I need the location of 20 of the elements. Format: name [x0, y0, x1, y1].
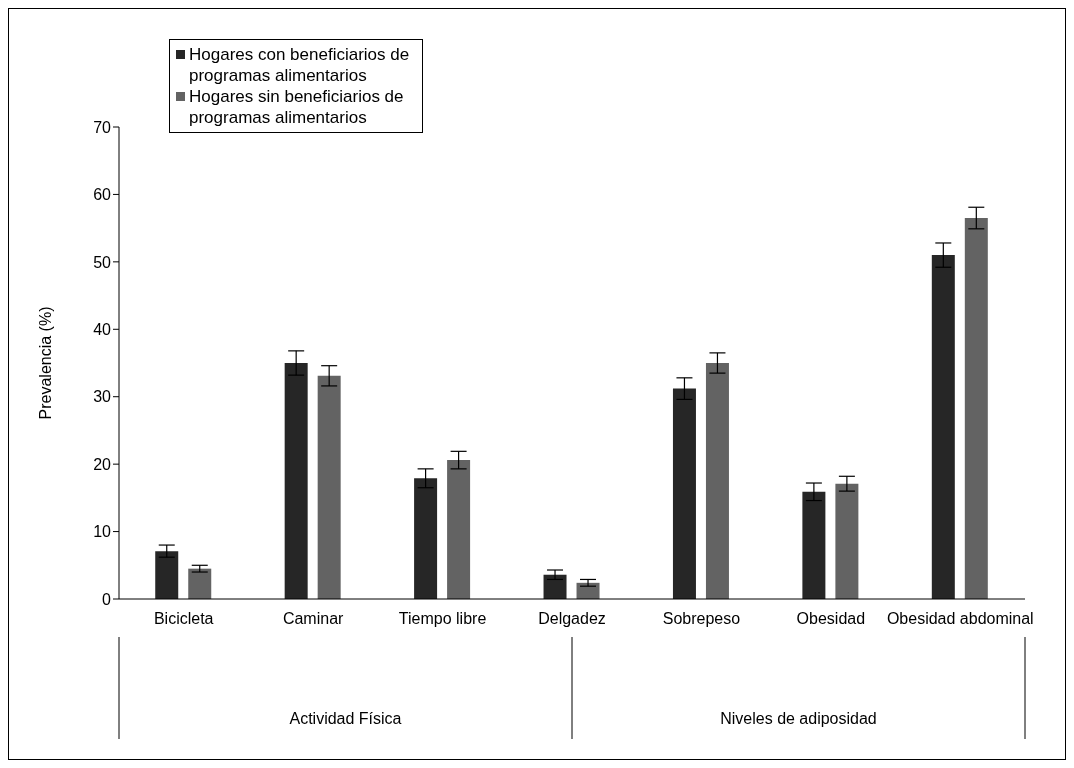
- x-tick-label: Obesidad abdominal: [886, 610, 1034, 628]
- y-axis-title: Prevalencia (%): [36, 306, 54, 420]
- x-tick-label: Sobrepeso: [662, 610, 741, 628]
- y-tick-label: 50: [93, 253, 112, 271]
- legend-label: Hogares con beneficiarios de programas alimentarios: [189, 44, 411, 86]
- y-tick-label: 30: [93, 388, 112, 406]
- y-tick-label: 10: [93, 523, 112, 541]
- x-tick-label: Bicicleta: [153, 610, 214, 628]
- x-tick-label: Caminar: [282, 610, 345, 628]
- x-tick-label: Tiempo libre: [398, 610, 487, 628]
- text: Niveles de adiposidad: [720, 710, 877, 727]
- y-tick-label: 70: [93, 118, 112, 136]
- text: Actividad Física: [289, 710, 402, 727]
- legend-label: Hogares sin beneficiarios de programas alimentarios: [189, 86, 405, 128]
- y-tick-label: 60: [93, 186, 112, 204]
- x-tick-label: Delgadez: [538, 610, 606, 628]
- y-tick-label: 40: [93, 320, 112, 338]
- x-tick-label: Obesidad: [796, 610, 866, 628]
- y-tick-label: 20: [93, 455, 112, 473]
- y-tick-label: 0: [102, 590, 112, 608]
